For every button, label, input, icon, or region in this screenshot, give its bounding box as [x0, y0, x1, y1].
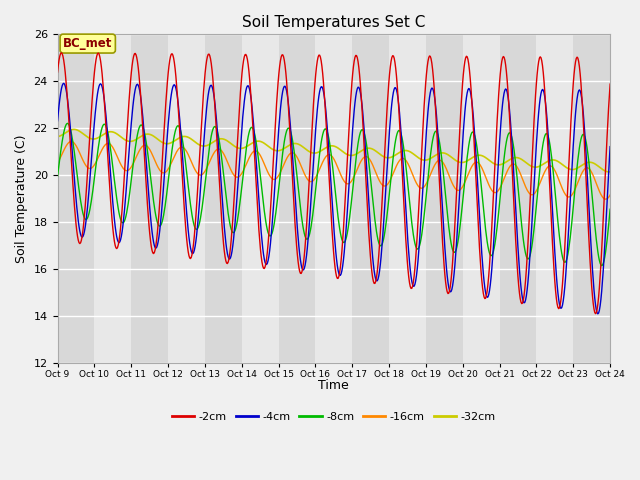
Bar	[352, 34, 389, 362]
Bar	[536, 34, 573, 362]
Bar	[463, 34, 500, 362]
Bar	[389, 34, 426, 362]
Title: Soil Temperatures Set C: Soil Temperatures Set C	[242, 15, 426, 30]
Bar	[242, 34, 278, 362]
Legend: -2cm, -4cm, -8cm, -16cm, -32cm: -2cm, -4cm, -8cm, -16cm, -32cm	[168, 408, 500, 427]
Bar	[316, 34, 352, 362]
Bar	[168, 34, 205, 362]
Bar	[205, 34, 242, 362]
Bar	[573, 34, 610, 362]
Bar	[278, 34, 316, 362]
Bar	[131, 34, 168, 362]
Bar	[94, 34, 131, 362]
Bar	[500, 34, 536, 362]
Y-axis label: Soil Temperature (C): Soil Temperature (C)	[15, 134, 28, 263]
Bar	[426, 34, 463, 362]
X-axis label: Time: Time	[319, 379, 349, 392]
Bar	[58, 34, 94, 362]
Text: BC_met: BC_met	[63, 37, 113, 50]
